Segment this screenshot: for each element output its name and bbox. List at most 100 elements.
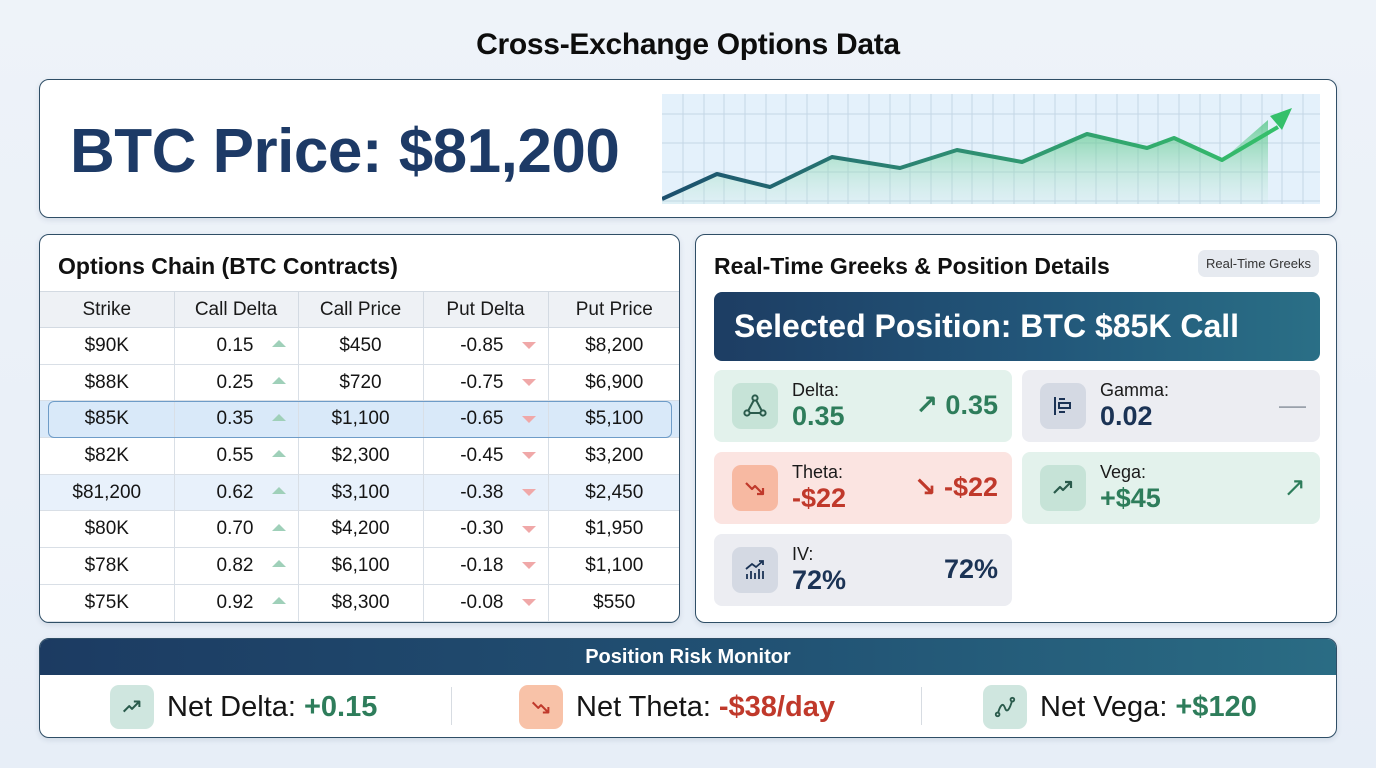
net-delta-value: +0.15 xyxy=(303,690,378,723)
options-chain-panel: Options Chain (BTC Contracts) Strike Cal… xyxy=(39,234,680,623)
put-price-cell: $2,450 xyxy=(548,474,679,512)
column-header-strike[interactable]: Strike xyxy=(40,291,175,328)
put-price-cell: $8,200 xyxy=(548,327,679,365)
gamma-value: 0.02 xyxy=(1100,401,1153,431)
theta-card: Theta: -$22 ↘ -$22 xyxy=(714,452,1012,524)
up-triangle-icon xyxy=(271,523,286,531)
net-delta-label: Net Delta: xyxy=(167,690,296,723)
call-price-cell: $1,100 xyxy=(298,400,424,439)
delta-value: 0.35 xyxy=(792,401,845,431)
put-price-cell: $550 xyxy=(548,584,679,622)
call-price-cell: $4,200 xyxy=(298,510,424,549)
trend-up-arrow-icon xyxy=(1270,108,1292,130)
call-delta-cell: 0.35 xyxy=(174,400,299,439)
delta-card: Delta: 0.35 ↗ 0.35 xyxy=(714,370,1012,442)
column-header-call-delta[interactable]: Call Delta xyxy=(174,291,299,328)
put-delta-cell: -0.30 xyxy=(423,510,549,549)
put-delta-cell: -0.85 xyxy=(423,327,549,365)
table-row[interactable]: $88K 0.25 $720 -0.75 $6,900 xyxy=(40,364,679,402)
gamma-label: Gamma: xyxy=(1100,380,1170,400)
strike-cell: $80K xyxy=(40,510,175,549)
down-triangle-icon xyxy=(521,452,536,460)
strike-cell: $90K xyxy=(40,327,175,365)
up-triangle-icon xyxy=(271,413,286,421)
btc-price: BTC Price: $81,200 xyxy=(70,117,620,186)
theta-value: -$22 xyxy=(792,483,847,513)
greeks-title: Real-Time Greeks & Position Details xyxy=(714,253,1110,279)
table-row-at-the-money[interactable]: $81,200 0.62 $3,100 -0.38 $2,450 xyxy=(40,474,679,512)
table-row[interactable]: $78K 0.82 $6,100 -0.18 $1,100 xyxy=(40,547,679,585)
gamma-neutral-dash: — xyxy=(1279,390,1306,420)
put-price-cell: $1,100 xyxy=(548,547,679,585)
call-delta-cell: 0.92 xyxy=(174,584,299,622)
up-triangle-icon xyxy=(271,340,286,348)
table-row[interactable]: $80K 0.70 $4,200 -0.30 $1,950 xyxy=(40,510,679,549)
put-delta-cell: -0.38 xyxy=(423,474,549,512)
call-price-cell: $2,300 xyxy=(298,437,424,475)
strike-cell: $78K xyxy=(40,547,175,585)
delta-triangle-icon xyxy=(732,383,778,429)
call-delta-cell: 0.62 xyxy=(174,474,299,512)
vega-value: +$45 xyxy=(1100,483,1161,513)
page-title: Cross-Exchange Options Data xyxy=(476,28,900,61)
bar-chart-trend-icon xyxy=(732,547,778,593)
call-delta-cell: 0.82 xyxy=(174,547,299,585)
btc-price-card: BTC Price: $81,200 xyxy=(39,79,1337,218)
put-price-cell: $3,200 xyxy=(548,437,679,475)
position-risk-monitor: Position Risk Monitor Net Delta: +0.15 N… xyxy=(39,638,1337,738)
divider xyxy=(921,687,922,725)
put-price-cell: $1,950 xyxy=(548,510,679,549)
table-row[interactable]: $75K 0.92 $8,300 -0.08 $550 xyxy=(40,584,679,622)
options-chain-title: Options Chain (BTC Contracts) xyxy=(58,253,398,279)
theta-label: Theta: xyxy=(792,462,844,482)
net-theta-item: Net Theta: -$38/day xyxy=(519,684,835,730)
options-chain-table: Strike Call Delta Call Price Put Delta P… xyxy=(40,291,679,622)
strike-cell: $88K xyxy=(40,364,175,402)
iv-label: IV: xyxy=(792,544,814,564)
risk-monitor-title: Position Risk Monitor xyxy=(40,639,1336,675)
down-triangle-icon xyxy=(521,525,536,533)
net-theta-label: Net Theta: xyxy=(576,690,711,723)
table-header-row: Strike Call Delta Call Price Put Delta P… xyxy=(40,291,679,328)
down-triangle-icon xyxy=(521,489,536,497)
up-triangle-icon xyxy=(271,560,286,568)
net-vega-label: Net Vega: xyxy=(1040,690,1168,723)
theta-change: ↘ -$22 xyxy=(913,472,998,502)
column-header-put-price[interactable]: Put Price xyxy=(548,291,679,328)
iv-value: 72% xyxy=(792,565,847,595)
up-triangle-icon xyxy=(271,487,286,495)
trend-down-icon xyxy=(732,465,778,511)
vega-card: Vega: +$45 ↗ xyxy=(1022,452,1320,524)
strike-cell: $75K xyxy=(40,584,175,622)
down-triangle-icon xyxy=(521,342,536,350)
table-row[interactable]: $90K 0.15 $450 -0.85 $8,200 xyxy=(40,327,679,365)
strike-cell: $85K xyxy=(40,400,175,439)
up-triangle-icon xyxy=(271,450,286,458)
call-price-cell: $6,100 xyxy=(298,547,424,585)
net-delta-item: Net Delta: +0.15 xyxy=(110,684,377,730)
trend-down-icon xyxy=(519,685,563,729)
call-delta-cell: 0.25 xyxy=(174,364,299,402)
vega-label: Vega: xyxy=(1100,462,1147,482)
put-delta-cell: -0.75 xyxy=(423,364,549,402)
table-row[interactable]: $82K 0.55 $2,300 -0.45 $3,200 xyxy=(40,437,679,475)
call-price-cell: $450 xyxy=(298,327,424,365)
gamma-card: Gamma: 0.02 — xyxy=(1022,370,1320,442)
vega-up-arrow-icon: ↗ xyxy=(1283,472,1306,502)
call-price-cell: $3,100 xyxy=(298,474,424,512)
greeks-panel: Real-Time Greeks & Position Details Real… xyxy=(695,234,1337,623)
call-delta-cell: 0.55 xyxy=(174,437,299,475)
net-vega-value: +$120 xyxy=(1175,690,1257,723)
column-header-put-delta[interactable]: Put Delta xyxy=(423,291,549,328)
put-delta-cell: -0.18 xyxy=(423,547,549,585)
divider xyxy=(451,687,452,725)
real-time-greeks-badge[interactable]: Real-Time Greeks xyxy=(1198,250,1319,277)
net-theta-value: -$38/day xyxy=(718,690,835,723)
table-row-selected[interactable]: $85K 0.35 $1,100 -0.65 $5,100 xyxy=(40,400,679,439)
delta-label: Delta: xyxy=(792,380,840,400)
trend-up-icon xyxy=(110,685,154,729)
column-header-call-price[interactable]: Call Price xyxy=(298,291,424,328)
selected-position-banner: Selected Position: BTC $85K Call xyxy=(714,292,1320,361)
strike-cell: $82K xyxy=(40,437,175,475)
net-vega-item: Net Vega: +$120 xyxy=(983,684,1257,730)
